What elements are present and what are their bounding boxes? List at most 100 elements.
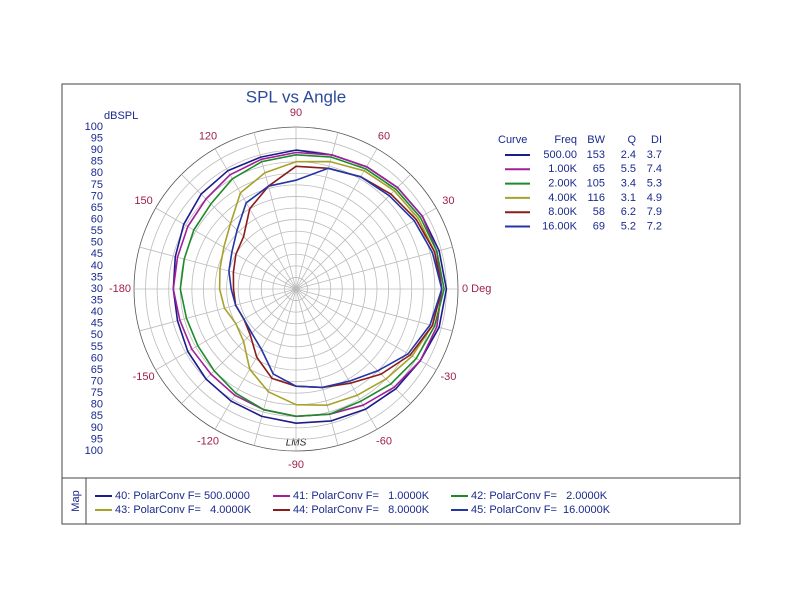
table-cell: 7.9 xyxy=(647,206,662,218)
frame xyxy=(61,83,741,525)
table-header: Q xyxy=(627,134,636,146)
r-tick-label: 45 xyxy=(91,318,103,330)
grid-spoke xyxy=(295,288,339,446)
r-tick-label: 95 xyxy=(91,132,103,144)
r-tick-label: 80 xyxy=(91,399,103,411)
r-tick-label: 65 xyxy=(91,202,103,214)
polar-curve xyxy=(172,149,448,424)
angle-tick-label: 0 Deg xyxy=(462,283,491,295)
table-cell: 58 xyxy=(593,206,605,218)
table-cell: 7.2 xyxy=(647,220,662,232)
r-tick-label: 85 xyxy=(91,410,103,422)
legend-label: 45: PolarConv F= 16.0000K xyxy=(471,504,611,516)
r-tick-label: 55 xyxy=(91,341,103,353)
table-cell: 7.4 xyxy=(647,163,662,175)
table-cell: 105 xyxy=(587,178,605,190)
table-header: DI xyxy=(651,134,662,146)
r-tick-label: 80 xyxy=(91,167,103,179)
angle-tick-label: 120 xyxy=(199,130,217,142)
map-label: Map xyxy=(70,490,82,511)
angle-tick-label: -180 xyxy=(109,283,131,295)
r-tick-label: 70 xyxy=(91,375,103,387)
table-cell: 8.00K xyxy=(548,206,577,218)
table-cell: 153 xyxy=(587,149,605,161)
r-tick-label: 100 xyxy=(85,445,103,457)
table-cell: 69 xyxy=(593,220,605,232)
r-tick-label: 50 xyxy=(91,237,103,249)
r-tick-label: 35 xyxy=(91,294,103,306)
grid-spoke xyxy=(295,288,453,332)
table-cell: 5.5 xyxy=(621,163,636,175)
r-tick-label: 35 xyxy=(91,271,103,283)
chart-title: SPL vs Angle xyxy=(246,87,347,106)
table-cell: 5.2 xyxy=(621,220,636,232)
r-tick-label: 40 xyxy=(91,306,103,318)
table-cell: 16.00K xyxy=(542,220,578,232)
grid-spoke xyxy=(139,246,297,290)
angle-tick-label: 60 xyxy=(378,130,390,142)
angle-tick-label: 150 xyxy=(134,195,152,207)
table-cell: 1.00K xyxy=(548,163,577,175)
angle-tick-label: -90 xyxy=(288,459,304,471)
grid-spoke xyxy=(214,288,297,430)
table-cell: 2.00K xyxy=(548,178,577,190)
legend-label: 43: PolarConv F= 4.0000K xyxy=(115,504,252,516)
r-tick-label: 70 xyxy=(91,190,103,202)
table-cell: 6.2 xyxy=(621,206,636,218)
legend-label: 44: PolarConv F= 8.0000K xyxy=(293,504,430,516)
angle-tick-label: 30 xyxy=(442,195,454,207)
table-cell: 3.4 xyxy=(621,178,636,190)
r-tick-label: 30 xyxy=(91,283,103,295)
grid-spoke xyxy=(295,207,437,290)
table-header: Freq xyxy=(554,134,577,146)
r-tick-label: 60 xyxy=(91,213,103,225)
grid-spoke xyxy=(214,148,297,290)
r-tick-label: 100 xyxy=(85,121,103,133)
r-axis-label: dBSPL xyxy=(104,110,138,122)
r-tick-label: 95 xyxy=(91,433,103,445)
angle-tick-label: -120 xyxy=(197,435,219,447)
angle-tick-label: -30 xyxy=(440,371,456,383)
table-cell: 3.7 xyxy=(647,149,662,161)
legend-label: 40: PolarConv F= 500.0000 xyxy=(115,490,250,502)
angle-tick-label: 90 xyxy=(290,107,302,119)
r-tick-label: 45 xyxy=(91,248,103,260)
polar-curve xyxy=(228,167,443,389)
table-header: Curve xyxy=(498,134,527,146)
grid-spoke xyxy=(295,246,453,290)
r-tick-label: 85 xyxy=(91,156,103,168)
r-tick-label: 90 xyxy=(91,422,103,434)
r-tick-label: 75 xyxy=(91,179,103,191)
grid-spoke xyxy=(139,288,297,332)
grid-spoke xyxy=(155,288,297,371)
grid-spoke xyxy=(295,132,339,290)
angle-tick-label: -60 xyxy=(376,435,392,447)
grid-spoke xyxy=(253,288,297,446)
table-cell: 116 xyxy=(587,192,605,204)
grid-spoke xyxy=(295,288,378,430)
grid-spoke xyxy=(155,207,297,290)
r-tick-label: 75 xyxy=(91,387,103,399)
table-cell: 4.00K xyxy=(548,192,577,204)
r-tick-label: 40 xyxy=(91,260,103,272)
grid-spoke xyxy=(181,288,297,404)
table-cell: 5.3 xyxy=(647,178,662,190)
table-cell: 65 xyxy=(593,163,605,175)
r-tick-label: 55 xyxy=(91,225,103,237)
grid-spoke xyxy=(295,288,437,371)
r-tick-label: 50 xyxy=(91,329,103,341)
angle-tick-label: -150 xyxy=(133,371,155,383)
polar-curve xyxy=(179,154,445,418)
r-tick-label: 60 xyxy=(91,352,103,364)
table-cell: 4.9 xyxy=(647,192,662,204)
table-cell: 3.1 xyxy=(621,192,636,204)
table-cell: 500.00 xyxy=(543,149,577,161)
r-tick-label: 90 xyxy=(91,144,103,156)
legend-label: 42: PolarConv F= 2.0000K xyxy=(471,490,608,502)
table-cell: 2.4 xyxy=(621,149,636,161)
r-tick-label: 65 xyxy=(91,364,103,376)
table-header: BW xyxy=(587,134,605,146)
legend-label: 41: PolarConv F= 1.0000K xyxy=(293,490,430,502)
grid-spoke xyxy=(295,148,378,290)
